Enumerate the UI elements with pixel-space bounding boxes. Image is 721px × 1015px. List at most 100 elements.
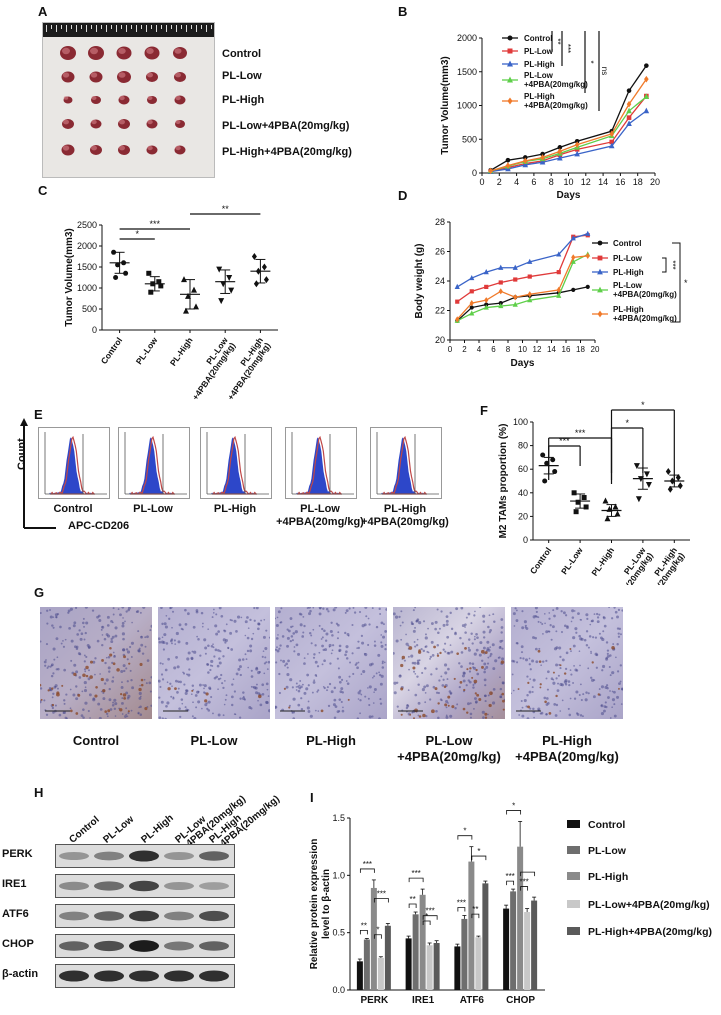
ytick-label: 20 <box>435 335 445 345</box>
legend-label: PL-Low <box>613 254 643 263</box>
xtick-label: 2 <box>497 177 502 187</box>
panel-label-b: B <box>398 4 408 19</box>
data-point <box>156 279 162 285</box>
panel-label-i: I <box>310 790 314 805</box>
histogram-fill <box>211 437 255 494</box>
data-point <box>635 496 642 503</box>
significance-label: ns <box>600 67 609 75</box>
data-point <box>557 148 563 155</box>
significance-label: * <box>477 847 480 856</box>
bar <box>475 937 482 990</box>
bar <box>377 957 384 990</box>
xtick-label: 20 <box>650 177 660 187</box>
data-point <box>602 497 609 504</box>
significance-label: ** <box>222 204 230 214</box>
category-label: PL-Low <box>134 335 160 366</box>
data-point <box>484 284 489 289</box>
data-point <box>148 289 154 295</box>
data-point <box>512 301 518 307</box>
ytick-label: 500 <box>462 134 477 144</box>
data-point <box>608 142 615 149</box>
legend-marker <box>507 76 513 83</box>
legend-marker <box>507 35 513 41</box>
blot-band <box>164 941 194 951</box>
category-label: PL-Low <box>559 545 585 576</box>
data-point <box>193 303 199 310</box>
data-point <box>218 298 225 305</box>
data-point <box>626 120 632 127</box>
ihc-label: Control <box>72 733 120 748</box>
y-axis-label: Relative protein expressionlevel to β-ac… <box>309 839 332 970</box>
data-point <box>454 283 460 289</box>
data-point <box>585 230 591 236</box>
ytick-label: 1000 <box>457 101 477 111</box>
data-point <box>469 300 474 307</box>
legend-label: PL-Low+4PBA(20mg/kg) <box>524 71 588 89</box>
bar <box>510 891 517 990</box>
data-point <box>540 154 545 161</box>
data-point <box>469 289 474 294</box>
ytick-label: 500 <box>82 304 97 314</box>
xtick-label: 20 <box>591 345 600 354</box>
legend-marker <box>507 48 513 54</box>
significance-label: *** <box>505 872 514 881</box>
ytick-label: 1.5 <box>332 813 345 823</box>
ytick-label: 80 <box>518 441 528 451</box>
data-point <box>220 281 227 288</box>
histogram-fill <box>129 437 173 494</box>
apc-cd206-label: APC-CD206 <box>68 520 130 532</box>
significance-label: *** <box>377 889 386 898</box>
legend-label: PL-Low <box>588 845 627 857</box>
data-point <box>552 469 558 475</box>
xtick-label: 4 <box>477 345 482 354</box>
ytick-label: 2000 <box>77 241 97 251</box>
bar <box>461 918 468 990</box>
significance-label: * <box>463 827 466 836</box>
xtick-label: 14 <box>598 177 608 187</box>
significance-label: * <box>586 60 595 63</box>
chart-f: 0 20 40 60 80 100 M2 TAMs proportion (%) Contro… <box>498 400 690 585</box>
data-point <box>540 452 546 458</box>
panel-label-a: A <box>38 4 48 19</box>
histogram-label: PL-High +4PBA(20mg/kg) <box>361 503 449 528</box>
blot-band <box>199 970 229 982</box>
category-label: PL-High <box>589 545 616 577</box>
significance-label: * <box>641 400 645 410</box>
data-point <box>557 145 563 150</box>
xtick-label: 16 <box>615 177 625 187</box>
data-point <box>585 284 590 289</box>
histogram-fill <box>296 437 340 494</box>
significance-label: ** <box>472 905 478 914</box>
histogram-label: PL-Low <box>133 503 173 515</box>
xtick-label: 10 <box>563 177 573 187</box>
series-line <box>456 233 588 288</box>
bar <box>503 908 510 990</box>
bar <box>363 939 370 990</box>
flow-histogram <box>38 427 110 499</box>
ytick-label: 24 <box>435 276 445 286</box>
data-point <box>505 157 511 163</box>
data-point <box>633 463 640 470</box>
panel-label-d: D <box>398 188 408 203</box>
legend-swatch <box>567 872 580 880</box>
data-point <box>626 100 632 108</box>
data-point <box>637 476 644 483</box>
data-point <box>253 280 259 288</box>
data-point <box>626 107 632 114</box>
data-point <box>540 151 545 157</box>
data-point <box>158 283 164 289</box>
significance-label: * <box>425 912 428 921</box>
bar <box>370 887 377 990</box>
data-point <box>261 263 267 271</box>
data-point <box>669 477 675 485</box>
ytick-label: 100 <box>513 417 528 427</box>
data-point <box>581 495 587 501</box>
data-point <box>675 473 681 481</box>
bar <box>454 946 461 990</box>
blot-band <box>94 970 124 982</box>
ytick-label: 1000 <box>77 283 97 293</box>
ihc-label: PL-Low <box>190 733 238 748</box>
data-point <box>216 266 223 273</box>
histogram-label: PL-High <box>213 503 257 515</box>
